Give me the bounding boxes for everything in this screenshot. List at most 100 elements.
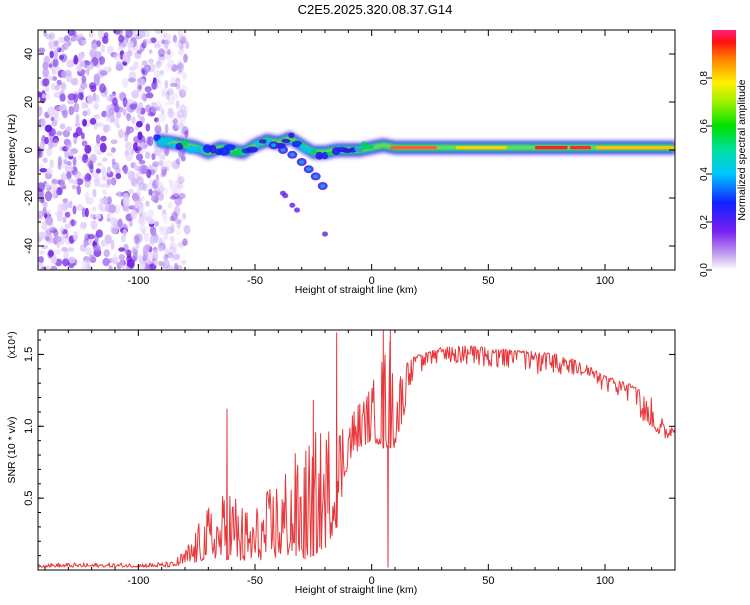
noise-blob	[171, 64, 178, 72]
noise-blob	[99, 70, 108, 76]
branch-core	[320, 184, 326, 188]
noise-blob	[112, 30, 121, 35]
noise-blob	[167, 49, 171, 55]
noise-blob	[173, 186, 181, 195]
noise-blob	[146, 38, 152, 45]
noise-blob	[57, 210, 64, 218]
noise-blob	[57, 156, 63, 166]
noise-blob	[174, 218, 183, 224]
noise-blob	[175, 253, 181, 261]
noise-blob	[158, 57, 165, 65]
ridge-core	[595, 146, 675, 150]
noise-blob	[63, 249, 69, 260]
noise-blob	[163, 254, 169, 261]
noise-blob	[176, 183, 184, 190]
noise-blob	[183, 130, 189, 138]
noise-blob	[38, 182, 45, 193]
noise-blob	[159, 153, 166, 160]
noise-blob	[118, 254, 126, 261]
noise-blob	[73, 56, 79, 65]
noise-blob	[38, 47, 46, 54]
noise-blob	[63, 159, 68, 165]
noise-blob	[153, 43, 161, 49]
noise-blob	[168, 178, 172, 184]
noise-blob	[177, 193, 186, 200]
noise-blob	[168, 112, 173, 118]
noise-blob	[45, 236, 50, 242]
noise-blob	[172, 160, 181, 170]
noise-blob	[123, 164, 128, 175]
noise-blob	[161, 208, 167, 215]
noise-blob	[154, 124, 162, 134]
noise-blob	[164, 217, 168, 225]
noise-blob	[115, 64, 124, 71]
noise-blob	[53, 44, 60, 52]
noise-blob	[51, 83, 56, 91]
noise-blob	[59, 182, 67, 189]
noise-blob	[169, 108, 174, 120]
noise-blob	[182, 238, 188, 246]
noise-blob	[117, 218, 123, 229]
x-tick-label: 50	[482, 275, 494, 287]
noise-blob	[38, 262, 42, 269]
x-tick-label: -50	[247, 575, 263, 587]
noise-blob	[68, 165, 74, 172]
noise-blob	[81, 39, 87, 46]
noise-blob	[75, 126, 83, 137]
noise-blob	[162, 151, 166, 163]
noise-blob	[44, 86, 50, 93]
y-tick-label: 40	[23, 48, 35, 60]
noise-blob	[110, 139, 118, 144]
ridge-core	[455, 146, 507, 150]
noise-blob	[67, 98, 75, 105]
noise-blob	[154, 70, 161, 78]
noise-blob	[54, 248, 62, 255]
noise-blob	[104, 234, 112, 245]
noise-blob	[165, 47, 171, 55]
noise-blob	[114, 104, 120, 113]
noise-blob	[126, 40, 134, 49]
noise-blob	[124, 249, 132, 255]
noise-blob	[52, 57, 60, 68]
noise-blob	[155, 235, 162, 245]
noise-blob	[59, 123, 66, 130]
noise-blob	[42, 67, 49, 78]
noise-blob	[131, 246, 136, 255]
noise-blob	[144, 265, 151, 270]
noise-blob	[136, 120, 143, 128]
noise-blob	[174, 38, 180, 48]
snr-frame	[37, 329, 676, 571]
noise-blob	[161, 169, 167, 177]
noise-blob	[149, 235, 155, 246]
noise-blob	[174, 79, 182, 86]
noise-blob	[179, 89, 187, 98]
noise-blob	[84, 144, 92, 154]
noise-blob	[39, 168, 48, 173]
noise-blob	[151, 190, 159, 200]
noise-blob	[40, 118, 46, 127]
noise-blob	[163, 101, 170, 107]
noise-blob	[126, 258, 135, 268]
noise-blob	[103, 249, 110, 258]
noise-blob	[168, 50, 174, 58]
spectrogram-xlabel: Height of straight line (km)	[295, 284, 418, 296]
noise-blob	[58, 54, 65, 61]
y-tick-label: 0	[23, 147, 35, 153]
noise-blob	[111, 257, 119, 264]
noise-blob	[164, 248, 169, 259]
noise-blob	[82, 119, 87, 127]
noise-blob	[38, 256, 44, 263]
noise-blob	[84, 179, 91, 188]
noise-blob	[169, 235, 175, 242]
noise-blob	[79, 53, 84, 60]
noise-blob	[169, 215, 175, 222]
noise-blob	[77, 33, 84, 39]
noise-blob	[65, 126, 73, 132]
noise-blob	[161, 262, 166, 269]
ridge-core	[390, 146, 437, 150]
noise-blob	[133, 234, 140, 245]
noise-blob	[50, 265, 58, 270]
colorbar-tick-label: 0.8	[699, 71, 710, 85]
noise-blob	[67, 93, 76, 101]
